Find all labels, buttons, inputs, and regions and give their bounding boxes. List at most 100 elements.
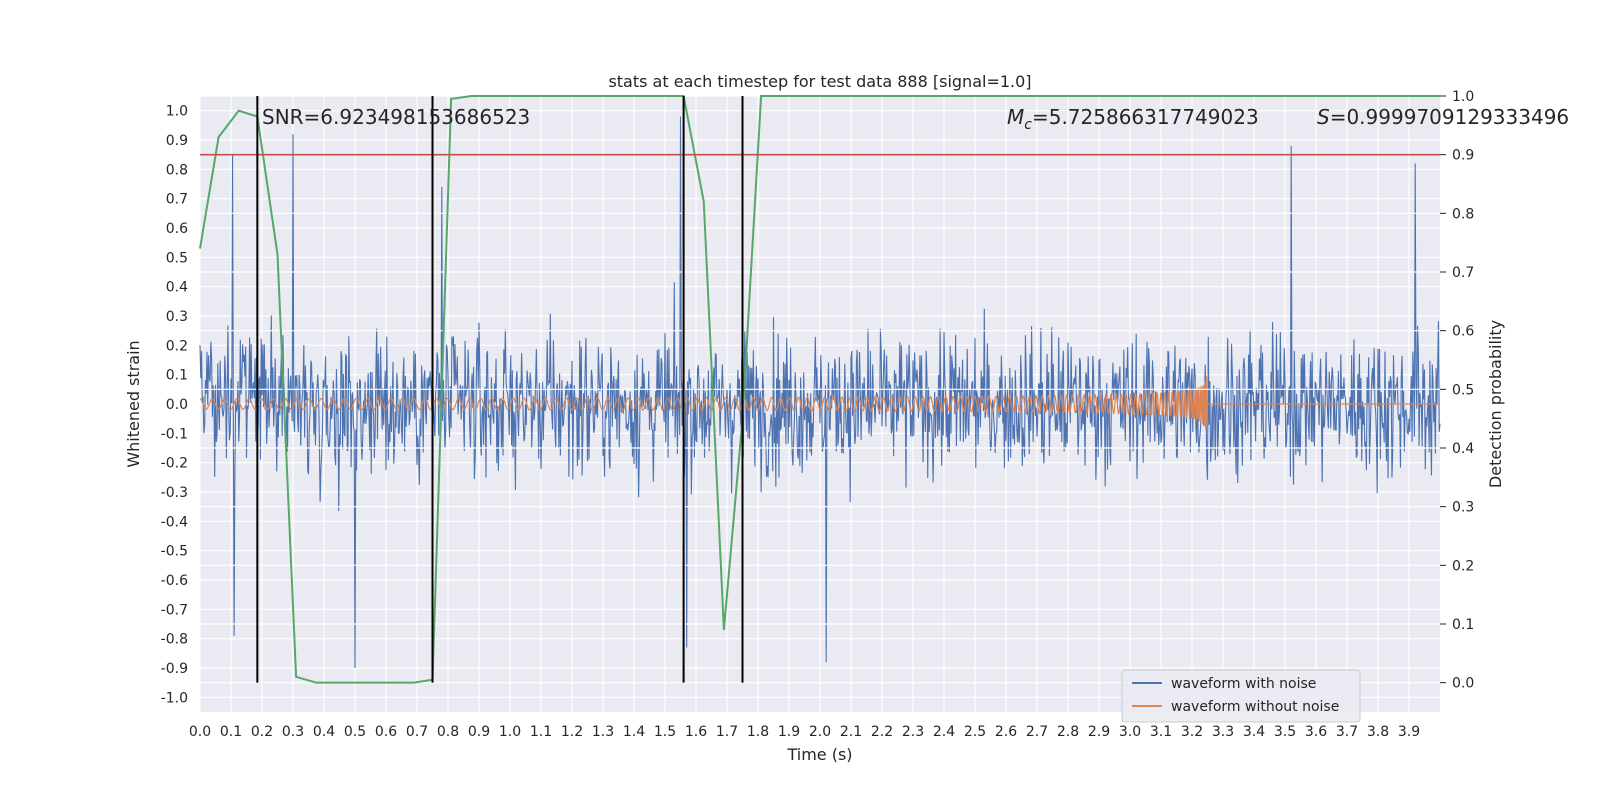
x-tick-label: 3.4 (1243, 724, 1265, 740)
x-tick-label: 2.6 (995, 724, 1017, 740)
y-axis-ticks: -1.0 -0.9 -0.8 -0.7 -0.6 -0.5 -0.4 -0.3 -0.2 -0.1… (161, 104, 188, 707)
x-tick-label: 2.1 (840, 724, 862, 740)
legend-box (1121, 669, 1361, 723)
series-detection-probability (199, 95, 1440, 684)
legend-label-noise: waveform with noise (1171, 676, 1316, 692)
noise-waveform-line (199, 116, 1441, 669)
x-tick-label: 1.9 (778, 724, 800, 740)
y-tick-label: 0.4 (166, 280, 188, 296)
x-tick-label: 2.7 (1026, 724, 1048, 740)
x-tick-label: 0.0 (189, 724, 211, 740)
vertical-markers (256, 96, 744, 683)
y2-tick-label: 0.0 (1452, 676, 1474, 692)
x-tick-label: 1.1 (530, 724, 552, 740)
x-tick-label: 0.6 (375, 724, 397, 740)
x-tick-label: 2.8 (1057, 724, 1079, 740)
y-tick-label: 0.8 (166, 162, 188, 178)
x-tick-label: 1.3 (592, 724, 614, 740)
x-tick-label: 0.5 (344, 724, 366, 740)
y-tick-label: -0.8 (161, 632, 188, 648)
score-value: =0.9999709129333496 (1330, 105, 1569, 129)
y-tick-label: 0.3 (166, 309, 188, 325)
chirp-mass-value: =5.725866317749023 (1032, 105, 1259, 129)
x-tick-label: 3.7 (1336, 724, 1358, 740)
y-tick-label: -1.0 (161, 690, 188, 706)
x-tick-label: 3.6 (1305, 724, 1327, 740)
x-tick-label: 1.4 (623, 724, 645, 740)
x-tick-label: 2.3 (902, 724, 924, 740)
chirp-mass-symbol: M (1007, 105, 1024, 129)
x-tick-label: 2.9 (1088, 724, 1110, 740)
y-tick-label: 0.7 (166, 192, 188, 208)
y2-tick-label: 0.7 (1452, 265, 1474, 281)
score-annotation: S=0.9999709129333496 (1317, 105, 1569, 129)
x-tick-label: 1.8 (747, 724, 769, 740)
x-tick-label: 1.2 (561, 724, 583, 740)
y-tick-label: 0.2 (166, 338, 188, 354)
x-tick-label: 2.2 (871, 724, 893, 740)
y2-tick-label: 0.2 (1452, 558, 1474, 574)
x-tick-label: 1.0 (499, 724, 521, 740)
y-tick-label: -0.3 (161, 485, 188, 501)
x-tick-label: 2.5 (964, 724, 986, 740)
score-symbol: S (1317, 105, 1330, 129)
y2-tick-label: 1.0 (1452, 89, 1474, 105)
y-tick-label: 0.1 (166, 368, 188, 384)
y2-tick-label: 0.6 (1452, 324, 1474, 340)
x-tick-label: 2.0 (809, 724, 831, 740)
y-tick-label: -0.1 (161, 426, 188, 442)
y-tick-label: 0.9 (166, 133, 188, 149)
x-tick-label: 3.2 (1181, 724, 1203, 740)
x-axis-ticks: 0.0 0.1 0.2 0.3 0.4 0.5 0.6 0.7 0.8 0.9 1.0 1.1 1.2 1… (189, 724, 1420, 740)
chirp-mass-subscript: c (1024, 117, 1032, 133)
x-axis-title: Time (s) (786, 745, 852, 764)
x-tick-label: 0.3 (282, 724, 304, 740)
y2-tick-label: 0.8 (1452, 206, 1474, 222)
y2-tick-label: 0.1 (1452, 617, 1474, 633)
y-tick-label: 0.6 (166, 221, 188, 237)
legend: waveform with noise waveform without noi… (1121, 669, 1361, 723)
x-tick-label: 1.6 (685, 724, 707, 740)
x-tick-label: 1.5 (654, 724, 676, 740)
probability-line (199, 95, 1440, 684)
x-tick-label: 3.3 (1212, 724, 1234, 740)
x-tick-label: 3.5 (1274, 724, 1296, 740)
x-tick-label: 2.4 (933, 724, 955, 740)
x-tick-label: 3.0 (1119, 724, 1141, 740)
legend-label-clean: waveform without noise (1171, 699, 1339, 715)
y-tick-label: 0.0 (166, 397, 188, 413)
y-tick-label: -0.7 (161, 602, 188, 618)
snr-annotation: SNR=6.923498153686523 (262, 105, 530, 129)
x-tick-label: 0.8 (437, 724, 459, 740)
x-tick-label: 3.8 (1367, 724, 1389, 740)
y-tick-label: -0.5 (161, 544, 188, 560)
y2-tick-label: 0.3 (1452, 500, 1474, 516)
x-tick-label: 0.1 (220, 724, 242, 740)
y-axis-title: Whitened strain (124, 340, 143, 467)
y-tick-label: 1.0 (166, 104, 188, 120)
y2-tick-label: 0.5 (1452, 382, 1474, 398)
y2-tick-label: 0.4 (1452, 441, 1474, 457)
x-tick-label: 3.1 (1150, 724, 1172, 740)
x-tick-label: 1.7 (716, 724, 738, 740)
x-tick-label: 0.7 (406, 724, 428, 740)
y2-tick-label: 0.9 (1452, 148, 1474, 164)
chirp-mass-annotation: Mc=5.725866317749023 (1007, 105, 1259, 133)
x-tick-label: 0.9 (468, 724, 490, 740)
x-tick-label: 0.2 (251, 724, 273, 740)
x-tick-label: 3.9 (1398, 724, 1420, 740)
y-tick-label: -0.9 (161, 661, 188, 677)
y-tick-label: -0.6 (161, 573, 188, 589)
y-tick-label: -0.2 (161, 456, 188, 472)
y-tick-label: 0.5 (166, 250, 188, 266)
chart-title: stats at each timestep for test data 888… (608, 72, 1031, 91)
clean-waveform-line (199, 376, 1440, 429)
x-tick-label: 0.4 (313, 724, 335, 740)
series-waveform-without-noise (199, 376, 1440, 429)
y2-axis-ticks: 0.0 0.1 0.2 0.3 0.4 0.5 0.6 0.7 0.8 0.9 1.0 (1440, 89, 1474, 692)
y-gridlines (200, 110, 1440, 698)
series-waveform-with-noise (199, 116, 1441, 669)
y2-axis-title: Detection probability (1486, 320, 1505, 488)
y-tick-label: -0.4 (161, 514, 188, 530)
